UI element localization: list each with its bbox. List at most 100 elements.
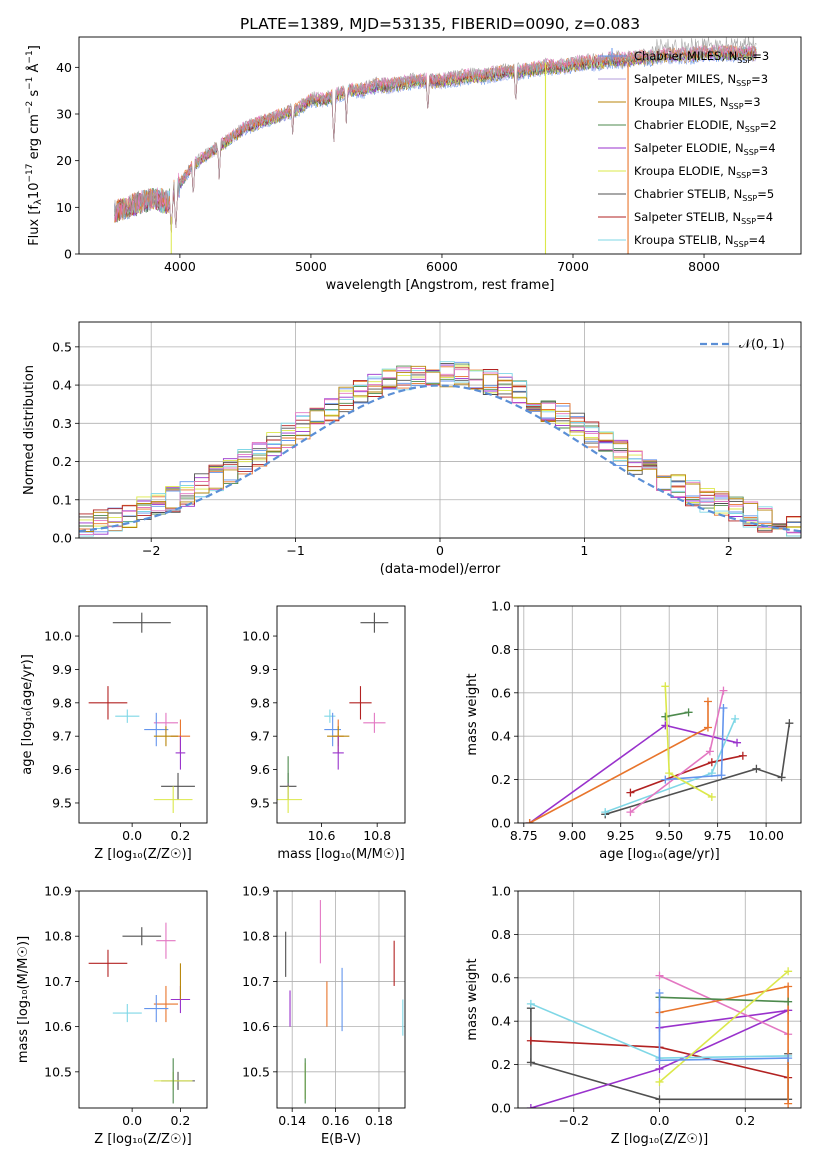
legend-nssp-sub: SSP (737, 56, 752, 65)
legend-nssp-value: 3 (761, 72, 768, 86)
y-tick-label: 0.6 (491, 685, 511, 700)
weight-marker (705, 747, 714, 756)
y-label-part: ] (27, 45, 42, 50)
weight-line (659, 996, 789, 1003)
normal-reference-curve (79, 384, 801, 533)
weight-marker (707, 758, 716, 767)
x-tick-label: 10.6 (308, 828, 336, 843)
y-tick-label: 20 (56, 153, 72, 168)
x-axis-label: mass [log₁₀(M/M☉)] (277, 847, 404, 862)
x-tick-label: −2 (142, 543, 160, 558)
y-tick-label: 9.8 (250, 695, 270, 710)
x-tick-label: 10.00 (748, 828, 784, 843)
plot-area (526, 967, 793, 1108)
weight-line (659, 974, 789, 1035)
x-tick-label: 0.0 (122, 828, 142, 843)
y-tick-label: 10.6 (44, 1019, 72, 1034)
weight-marker (784, 1099, 793, 1108)
legend-entry: Kroupa MILES, NSSP=3 (634, 95, 761, 111)
y-label-part: λ (33, 199, 44, 205)
weight-marker (752, 764, 761, 773)
weight-line (529, 701, 709, 823)
x-axis-label: age [log₁₀(age/yr)] (599, 847, 720, 862)
legend-nssp-prefix: , N (713, 95, 729, 109)
y-tick-label: 0.2 (491, 1057, 511, 1072)
legend-nssp-eq: = (751, 72, 761, 86)
legend-entry: Salpeter MILES, NSSP=3 (634, 72, 768, 88)
y-tick-label: 10 (56, 200, 72, 215)
spectrum-line (114, 37, 757, 233)
weight-line (658, 970, 789, 1083)
legend-nssp-eq: = (744, 95, 754, 109)
legend-nssp-sub: SSP (742, 194, 757, 203)
weight-marker (526, 1104, 535, 1108)
axes-frame (78, 36, 802, 255)
legend-series-name: Kroupa ELODIE (634, 164, 720, 178)
legend-entry: Chabrier ELODIE, NSSP=2 (634, 118, 777, 134)
extinction-mass-panel: 0.14 0.16 0.18 10.5 10.6 10.7 10.8 10.9 E(B-V) (242, 884, 406, 1147)
y-label-part: Flux [f (27, 205, 42, 246)
legend-nssp-prefix: , N (728, 141, 744, 155)
weight-marker (784, 997, 793, 1006)
x-tick-label: 9.75 (704, 828, 732, 843)
y-axis-label: mass weight (465, 673, 480, 755)
y-tick-label: 0.0 (491, 1101, 511, 1116)
y-tick-label: 0 (64, 247, 72, 262)
y-tick-label: 0.0 (52, 531, 72, 546)
x-tick-label: 6000 (426, 259, 458, 274)
x-axis-label: Z [log₁₀(Z/Z☉)] (94, 847, 191, 862)
x-axis-label: Z [log₁₀(Z/Z☉)] (94, 1132, 191, 1147)
metallicity-age-panel: 0.0 0.2 9.5 9.6 9.7 9.8 9.9 10.0 Z [log₁₀(Z/Z☉)]… (20, 605, 208, 862)
y-tick-label: 0.8 (491, 927, 511, 942)
residual-histogram-panel: −2 −1 0 1 2 0.0 0.1 0.2 0.3 0.4 0.5 (data-model)/er… (22, 321, 802, 577)
x-tick-label: 8.75 (510, 828, 538, 843)
weight-marker (777, 773, 786, 782)
x-tick-label: 0.14 (278, 1113, 306, 1128)
weight-marker (665, 769, 674, 778)
weight-marker (703, 723, 712, 732)
weight-marker (626, 788, 635, 797)
x-tick-label: 5000 (295, 259, 327, 274)
x-tick-label: 9.25 (607, 828, 635, 843)
y-axis-label: mass [log₁₀(M/M☉)] (16, 936, 31, 1063)
y-tick-label: 0.2 (52, 454, 72, 469)
legend-entry: Chabrier MILES, NSSP=3 (634, 49, 769, 65)
metallicity-mass-weight-panel: −0.2 0.0 0.2 0.0 0.2 0.4 0.6 0.8 1.0 Z [log₁₀(Z/Z… (465, 884, 802, 1147)
y-tick-label: 9.6 (250, 762, 270, 777)
x-tick-label: 0.16 (322, 1113, 350, 1128)
legend-entry: Chabrier STELIB, NSSP=5 (634, 187, 774, 203)
y-label-part: −1 (25, 50, 35, 63)
y-label-part: −1 (25, 77, 35, 90)
y-tick-label: 9.9 (250, 662, 270, 677)
x-tick-label: 7000 (557, 259, 589, 274)
legend-nssp-sub: SSP (745, 125, 760, 134)
weight-line (604, 723, 791, 816)
weight-marker (707, 792, 716, 801)
x-tick-label: 8000 (688, 259, 720, 274)
mass-age-panel: 10.6 10.8 9.5 9.6 9.7 9.8 9.9 10.0 mass [log₁₀(M… (242, 605, 406, 862)
y-label-part: −17 (25, 164, 35, 183)
y-tick-label: 10.5 (242, 1064, 270, 1079)
x-tick-label: 0.18 (365, 1113, 393, 1128)
x-tick-label: 4000 (164, 259, 196, 274)
legend-nssp-sub: SSP (736, 171, 751, 180)
x-tick-label: 0 (436, 543, 444, 558)
weight-line (665, 711, 689, 718)
weight-marker (526, 999, 535, 1008)
x-axis-label: Z [log₁₀(Z/Z☉)] (611, 1132, 708, 1147)
legend-series-name: Kroupa STELIB (634, 233, 718, 247)
weight-marker (733, 738, 742, 747)
plot-area (525, 682, 794, 823)
y-tick-label: 9.8 (52, 695, 72, 710)
axes-frame (78, 890, 208, 1109)
y-tick-label: 9.9 (52, 662, 72, 677)
y-tick-label: 10.0 (242, 629, 270, 644)
weight-marker (661, 682, 670, 691)
legend-series-name: Salpeter MILES (634, 72, 720, 86)
legend-nssp-eq: = (756, 210, 766, 224)
y-tick-label: 0.2 (491, 772, 511, 787)
y-tick-label: 10.7 (242, 974, 270, 989)
x-tick-label: 1 (580, 543, 588, 558)
legend-nssp-prefix: , N (725, 210, 741, 224)
weight-marker (719, 703, 728, 712)
